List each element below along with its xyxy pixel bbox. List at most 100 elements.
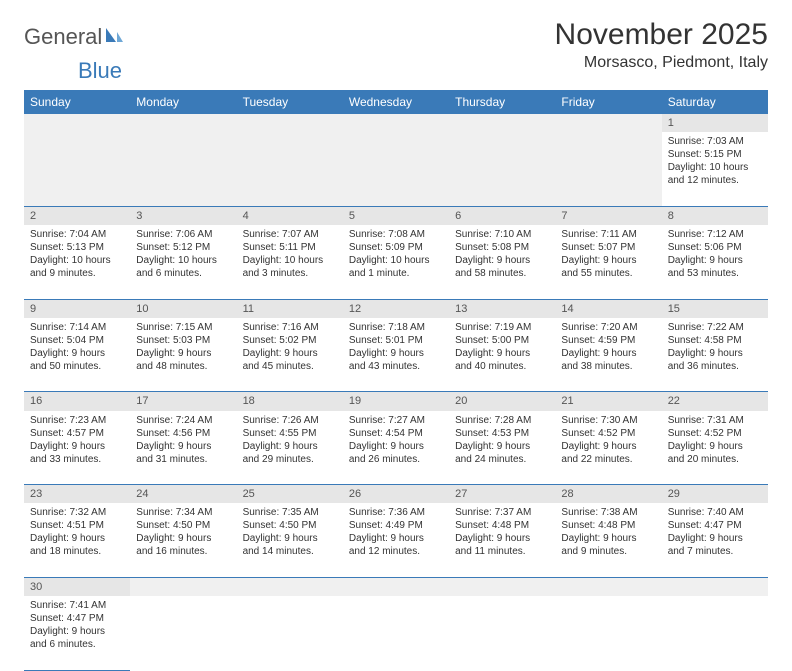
sunrise-text: Sunrise: 7:41 AM bbox=[30, 599, 124, 612]
sunset-text: Sunset: 5:15 PM bbox=[668, 148, 762, 161]
day-number: 10 bbox=[130, 299, 236, 318]
day-number: 22 bbox=[662, 392, 768, 411]
daylight-text-1: Daylight: 9 hours bbox=[455, 440, 549, 453]
day-cell: Sunrise: 7:40 AMSunset: 4:47 PMDaylight:… bbox=[662, 503, 768, 577]
sunrise-text: Sunrise: 7:08 AM bbox=[349, 228, 443, 241]
sunset-text: Sunset: 5:09 PM bbox=[349, 241, 443, 254]
sunset-text: Sunset: 5:07 PM bbox=[561, 241, 655, 254]
daylight-text-2: and 6 minutes. bbox=[136, 267, 230, 280]
day-number-row: 16171819202122 bbox=[24, 392, 768, 411]
day-cell: Sunrise: 7:04 AMSunset: 5:13 PMDaylight:… bbox=[24, 225, 130, 299]
daylight-text-1: Daylight: 9 hours bbox=[30, 532, 124, 545]
week-row: Sunrise: 7:41 AMSunset: 4:47 PMDaylight:… bbox=[24, 596, 768, 670]
day-cell: Sunrise: 7:14 AMSunset: 5:04 PMDaylight:… bbox=[24, 318, 130, 392]
daylight-text-2: and 9 minutes. bbox=[561, 545, 655, 558]
sunrise-text: Sunrise: 7:10 AM bbox=[455, 228, 549, 241]
day-number bbox=[449, 577, 555, 596]
sunrise-text: Sunrise: 7:07 AM bbox=[243, 228, 337, 241]
day-number: 28 bbox=[555, 485, 661, 504]
daylight-text-2: and 24 minutes. bbox=[455, 453, 549, 466]
day-number: 12 bbox=[343, 299, 449, 318]
sunset-text: Sunset: 5:13 PM bbox=[30, 241, 124, 254]
daylight-text-1: Daylight: 10 hours bbox=[243, 254, 337, 267]
day-number: 23 bbox=[24, 485, 130, 504]
daylight-text-1: Daylight: 10 hours bbox=[668, 161, 762, 174]
daylight-text-1: Daylight: 10 hours bbox=[136, 254, 230, 267]
week-row: Sunrise: 7:23 AMSunset: 4:57 PM Daylight:… bbox=[24, 411, 768, 485]
daylight-text-2: and 16 minutes. bbox=[136, 545, 230, 558]
day-number bbox=[130, 114, 236, 132]
month-title: November 2025 bbox=[555, 18, 768, 52]
day-cell bbox=[343, 132, 449, 206]
daylight-text-2: and 22 minutes. bbox=[561, 453, 655, 466]
day-cell: Sunrise: 7:06 AMSunset: 5:12 PMDaylight:… bbox=[130, 225, 236, 299]
daylight-text-2: and 12 minutes. bbox=[349, 545, 443, 558]
sunset-text: Sunset: 5:03 PM bbox=[136, 334, 230, 347]
day-cell bbox=[555, 596, 661, 670]
sunrise-text: Sunrise: 7:11 AM bbox=[561, 228, 655, 241]
day-number: 24 bbox=[130, 485, 236, 504]
sunset-text: Sunset: 4:53 PM bbox=[455, 427, 549, 440]
daylight-text-1: Daylight: 9 hours bbox=[455, 254, 549, 267]
daylight-text-2: and 45 minutes. bbox=[243, 360, 337, 373]
daylight-text-2: and 33 minutes. bbox=[30, 453, 124, 466]
brand-logo: General bbox=[24, 24, 124, 50]
sunrise-text: Sunrise: 7:14 AM bbox=[30, 321, 124, 334]
col-friday: Friday bbox=[555, 90, 661, 114]
sunset-text: Sunset: 5:04 PM bbox=[30, 334, 124, 347]
day-number bbox=[24, 114, 130, 132]
sunrise-text: Sunrise: 7:18 AM bbox=[349, 321, 443, 334]
sunset-text: Sunset: 4:57 PM bbox=[30, 427, 124, 440]
daylight-text-2: and 20 minutes. bbox=[668, 453, 762, 466]
day-cell: Sunrise: 7:34 AMSunset: 4:50 PMDaylight:… bbox=[130, 503, 236, 577]
sunrise-text: Sunrise: 7:37 AM bbox=[455, 506, 549, 519]
sunset-text: Sunset: 5:01 PM bbox=[349, 334, 443, 347]
day-cell bbox=[449, 596, 555, 670]
day-number: 21 bbox=[555, 392, 661, 411]
day-cell bbox=[130, 132, 236, 206]
daylight-text-2: and 11 minutes. bbox=[455, 545, 549, 558]
day-number: 1 bbox=[662, 114, 768, 132]
sunrise-text: Sunrise: 7:34 AM bbox=[136, 506, 230, 519]
daylight-text-2: and 38 minutes. bbox=[561, 360, 655, 373]
sunrise-text: Sunrise: 7:12 AM bbox=[668, 228, 762, 241]
sunset-text: Sunset: 4:47 PM bbox=[668, 519, 762, 532]
day-number: 4 bbox=[237, 206, 343, 225]
daylight-text-1: Daylight: 9 hours bbox=[668, 254, 762, 267]
daylight-text-1: Daylight: 9 hours bbox=[455, 347, 549, 360]
calendar-table: Sunday Monday Tuesday Wednesday Thursday… bbox=[24, 90, 768, 671]
day-cell bbox=[24, 132, 130, 206]
day-number-row: 1 bbox=[24, 114, 768, 132]
day-cell: Sunrise: 7:27 AMSunset: 4:54 PMDaylight:… bbox=[343, 411, 449, 485]
daylight-text-1: Daylight: 9 hours bbox=[136, 440, 230, 453]
day-number bbox=[662, 577, 768, 596]
day-cell: Sunrise: 7:28 AMSunset: 4:53 PMDaylight:… bbox=[449, 411, 555, 485]
day-number: 11 bbox=[237, 299, 343, 318]
day-cell: Sunrise: 7:32 AMSunset: 4:51 PMDaylight:… bbox=[24, 503, 130, 577]
sunrise-text: Sunrise: 7:23 AM bbox=[30, 414, 124, 427]
col-saturday: Saturday bbox=[662, 90, 768, 114]
day-cell: Sunrise: 7:37 AMSunset: 4:48 PMDaylight:… bbox=[449, 503, 555, 577]
day-number: 19 bbox=[343, 392, 449, 411]
day-number bbox=[343, 577, 449, 596]
sunset-text: Sunset: 5:08 PM bbox=[455, 241, 549, 254]
day-number bbox=[555, 577, 661, 596]
day-number bbox=[343, 114, 449, 132]
sunrise-text: Sunrise: 7:35 AM bbox=[243, 506, 337, 519]
day-number: 2 bbox=[24, 206, 130, 225]
day-cell: Sunrise: 7:30 AMSunset: 4:52 PMDaylight:… bbox=[555, 411, 661, 485]
day-cell: Sunrise: 7:11 AMSunset: 5:07 PMDaylight:… bbox=[555, 225, 661, 299]
sunset-text: Sunset: 4:52 PM bbox=[561, 427, 655, 440]
sunrise-text: Sunrise: 7:32 AM bbox=[30, 506, 124, 519]
week-row: Sunrise: 7:03 AMSunset: 5:15 PMDaylight:… bbox=[24, 132, 768, 206]
day-number-row: 9101112131415 bbox=[24, 299, 768, 318]
day-cell bbox=[130, 596, 236, 670]
day-number bbox=[237, 114, 343, 132]
daylight-text-1: Daylight: 9 hours bbox=[136, 347, 230, 360]
day-cell: Sunrise: 7:23 AMSunset: 4:57 PMDaylight:… bbox=[24, 411, 130, 485]
day-number bbox=[237, 577, 343, 596]
day-cell: Sunrise: 7:03 AMSunset: 5:15 PMDaylight:… bbox=[662, 132, 768, 206]
day-number: 25 bbox=[237, 485, 343, 504]
day-number-row: 30 bbox=[24, 577, 768, 596]
title-block: November 2025 Morsasco, Piedmont, Italy bbox=[555, 18, 768, 72]
